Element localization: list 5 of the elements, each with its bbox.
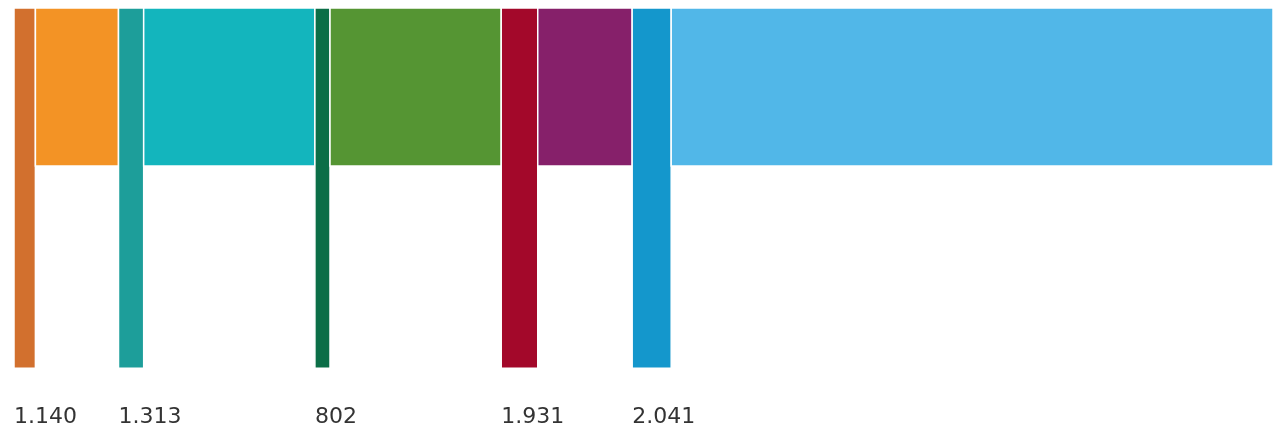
text: 2.041	[632, 403, 696, 429]
text: 1.313	[118, 403, 182, 429]
text: 1.140	[14, 403, 77, 429]
text: 802	[314, 403, 357, 429]
text: 1.931	[501, 403, 565, 429]
